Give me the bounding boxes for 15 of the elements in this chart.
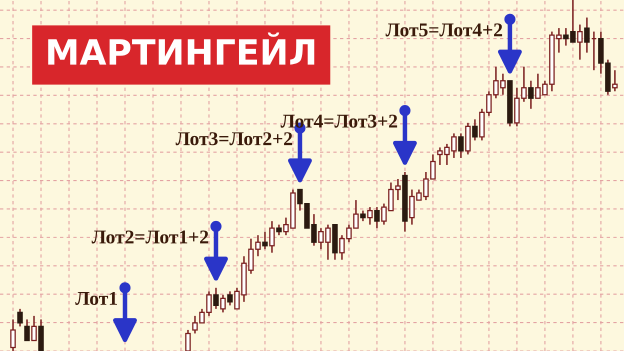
candlestick: [10, 318, 16, 351]
candlestick: [17, 308, 23, 328]
candlestick: [577, 24, 583, 60]
candlestick: [612, 69, 618, 92]
candlestick: [367, 206, 373, 226]
annotation: Лот3=Лот2+2: [176, 132, 292, 146]
candlestick: [269, 220, 275, 254]
annotation: Лот1: [75, 292, 117, 305]
annotation: Лот5=Лот4+2: [386, 23, 502, 36]
text: МАРТИНГЕЙЛ: [48, 32, 314, 65]
candlestick: [185, 329, 191, 351]
candlestick: [220, 294, 226, 314]
annotation: Лот2=Лот1+2: [92, 230, 208, 244]
annotation: Лот4=Лот3+2: [280, 114, 398, 128]
candlestick: [31, 315, 37, 342]
